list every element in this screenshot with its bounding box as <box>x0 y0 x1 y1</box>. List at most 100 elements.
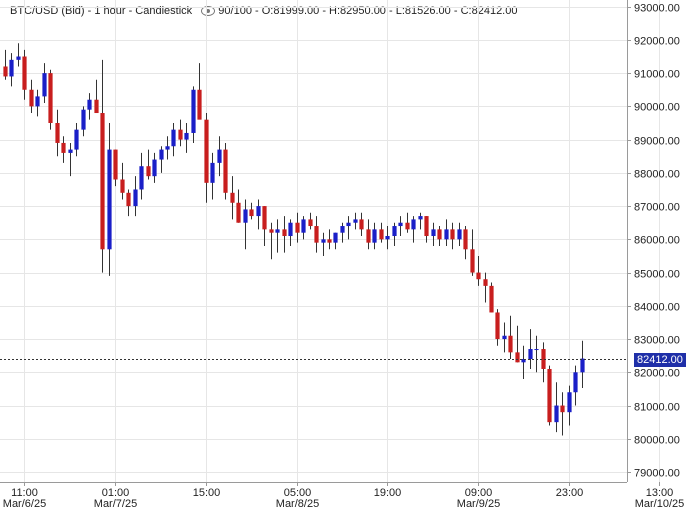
x-tick-time: 11:00 <box>11 487 38 499</box>
x-tick-date: Mar/9/25 <box>457 498 500 510</box>
candle-up <box>554 405 559 423</box>
x-tick-date: Mar/7/25 <box>94 498 137 510</box>
candle-down <box>379 229 384 240</box>
candle-down <box>146 166 151 177</box>
candle-up <box>385 236 390 240</box>
candle-up <box>256 206 261 217</box>
candle-down <box>483 279 488 286</box>
candle-down <box>495 312 500 340</box>
candle-up <box>321 239 326 243</box>
x-tick-time: 05:00 <box>284 487 312 499</box>
candle-up <box>534 349 539 351</box>
candle-up <box>139 166 144 190</box>
candle-down <box>450 229 455 240</box>
y-tick-label: 87000.00 <box>634 202 680 214</box>
candle-down <box>515 352 520 363</box>
candle-down <box>204 119 209 183</box>
candle-down <box>295 222 300 233</box>
x-tick-time: 13:00 <box>646 487 674 499</box>
y-tick-label: 84000.00 <box>634 302 680 314</box>
candle-down <box>120 179 125 193</box>
eye-icon[interactable] <box>201 6 216 17</box>
y-tick-label: 90000.00 <box>634 102 680 114</box>
candles <box>3 43 585 436</box>
candle-up <box>107 149 112 250</box>
candle-up <box>340 226 345 233</box>
candle-up <box>275 229 280 233</box>
candle-up <box>16 56 21 60</box>
candle-down <box>29 89 34 107</box>
x-tick-date: Mar/6/25 <box>3 498 46 510</box>
candle-down <box>547 368 552 423</box>
candle-up <box>346 222 351 227</box>
candle-up <box>35 96 40 107</box>
candle-down <box>560 405 565 413</box>
x-tick-date: Mar/8/25 <box>276 498 319 510</box>
candle-down <box>359 219 364 230</box>
candle-down <box>282 229 287 237</box>
candle-down <box>405 222 410 230</box>
candle-down <box>269 229 274 233</box>
y-tick-label: 91000.00 <box>634 69 680 81</box>
candle-up <box>171 129 176 147</box>
candle-up <box>288 222 293 237</box>
candle-up <box>392 226 397 237</box>
candle-up <box>81 109 86 130</box>
candle-up <box>165 146 170 150</box>
candle-up <box>431 229 436 237</box>
candle-up <box>68 149 73 153</box>
candle-down <box>476 272 481 280</box>
candle-down <box>100 113 105 250</box>
candle-down <box>94 99 99 114</box>
candle-up <box>243 209 248 223</box>
candle-up <box>444 229 449 240</box>
candle-up <box>159 149 164 160</box>
candle-up <box>567 392 572 413</box>
y-tick-label: 80000.00 <box>634 435 680 447</box>
candle-down <box>541 349 546 369</box>
candle-up <box>418 216 423 220</box>
candle-up <box>133 189 138 207</box>
candle-down <box>508 335 513 353</box>
candle-up <box>74 129 79 150</box>
candle-down <box>223 149 228 193</box>
candle-up <box>301 219 306 233</box>
candle-down <box>424 216 429 237</box>
candle-up <box>333 232 338 243</box>
candle-down <box>489 285 494 313</box>
candle-down <box>236 202 241 223</box>
candle-down <box>3 66 8 77</box>
candle-down <box>48 73 53 123</box>
x-tick-time: 09:00 <box>465 487 493 499</box>
candle-up <box>191 89 196 133</box>
x-tick-time: 01:00 <box>102 487 130 499</box>
candle-up <box>502 335 507 340</box>
candle-up <box>152 159 157 177</box>
candle-down <box>113 149 118 180</box>
y-tick-label: 79000.00 <box>634 468 680 480</box>
candle-up <box>580 358 585 373</box>
x-tick-time: 19:00 <box>374 487 402 499</box>
candle-up <box>184 132 189 140</box>
candle-down <box>126 192 131 207</box>
x-tick-time: 23:00 <box>556 487 584 499</box>
candle-down <box>366 229 371 243</box>
candle-up <box>411 219 416 230</box>
candle-up <box>9 59 14 77</box>
candle-down <box>178 129 183 140</box>
y-tick-label: 85000.00 <box>634 269 680 281</box>
candle-down <box>249 209 254 217</box>
candle-down <box>463 229 468 250</box>
candle-up <box>42 73 47 97</box>
candle-down <box>437 229 442 240</box>
candle-up <box>353 219 358 223</box>
candle-down <box>470 249 475 273</box>
candle-down <box>262 206 267 230</box>
candle-up <box>521 359 526 363</box>
y-tick-label: 86000.00 <box>634 235 680 247</box>
y-tick-label: 88000.00 <box>634 169 680 181</box>
grid <box>0 0 660 482</box>
y-tick-label: 92000.00 <box>634 36 680 48</box>
candle-down <box>327 239 332 243</box>
